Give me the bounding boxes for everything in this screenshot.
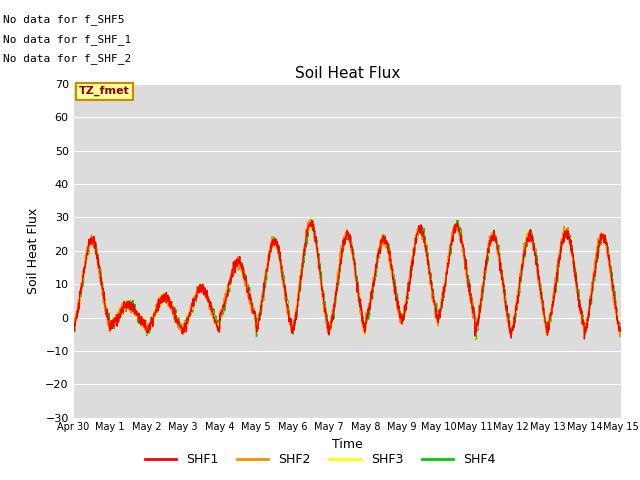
Title: Soil Heat Flux: Soil Heat Flux <box>294 66 400 82</box>
Y-axis label: Soil Heat Flux: Soil Heat Flux <box>27 208 40 294</box>
X-axis label: Time: Time <box>332 438 363 451</box>
Legend: SHF1, SHF2, SHF3, SHF4: SHF1, SHF2, SHF3, SHF4 <box>140 448 500 471</box>
Text: No data for f_SHF5: No data for f_SHF5 <box>3 14 125 25</box>
Text: TZ_fmet: TZ_fmet <box>79 86 130 96</box>
Text: No data for f_SHF_1: No data for f_SHF_1 <box>3 34 131 45</box>
Text: No data for f_SHF_2: No data for f_SHF_2 <box>3 53 131 64</box>
